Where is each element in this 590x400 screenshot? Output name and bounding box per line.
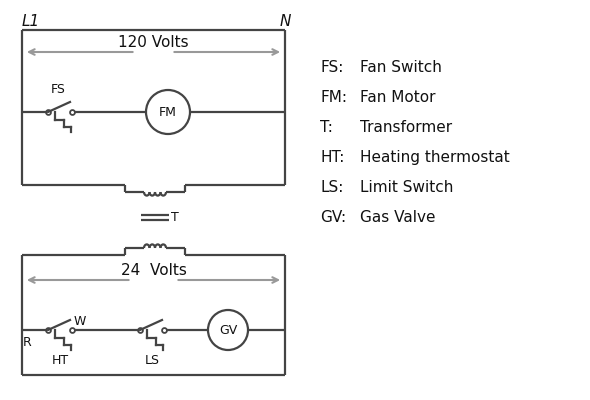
Text: T:: T:	[320, 120, 333, 135]
Text: L1: L1	[22, 14, 40, 29]
Text: LS:: LS:	[320, 180, 343, 195]
Text: FS:: FS:	[320, 60, 343, 75]
Text: R: R	[23, 336, 32, 349]
Text: W: W	[74, 315, 86, 328]
Text: Gas Valve: Gas Valve	[360, 210, 435, 225]
Text: Heating thermostat: Heating thermostat	[360, 150, 510, 165]
Text: T: T	[171, 211, 179, 224]
Text: FM:: FM:	[320, 90, 347, 105]
Text: HT:: HT:	[320, 150, 345, 165]
Text: 120 Volts: 120 Volts	[118, 35, 189, 50]
Text: N: N	[279, 14, 291, 29]
Text: Fan Motor: Fan Motor	[360, 90, 435, 105]
Text: Fan Switch: Fan Switch	[360, 60, 442, 75]
Text: GV: GV	[219, 324, 237, 336]
Text: FS: FS	[51, 83, 66, 96]
Text: Limit Switch: Limit Switch	[360, 180, 453, 195]
Text: Transformer: Transformer	[360, 120, 452, 135]
Text: LS: LS	[145, 354, 159, 367]
Text: HT: HT	[51, 354, 68, 367]
Text: 24  Volts: 24 Volts	[120, 263, 186, 278]
Text: FM: FM	[159, 106, 177, 118]
Text: GV:: GV:	[320, 210, 346, 225]
